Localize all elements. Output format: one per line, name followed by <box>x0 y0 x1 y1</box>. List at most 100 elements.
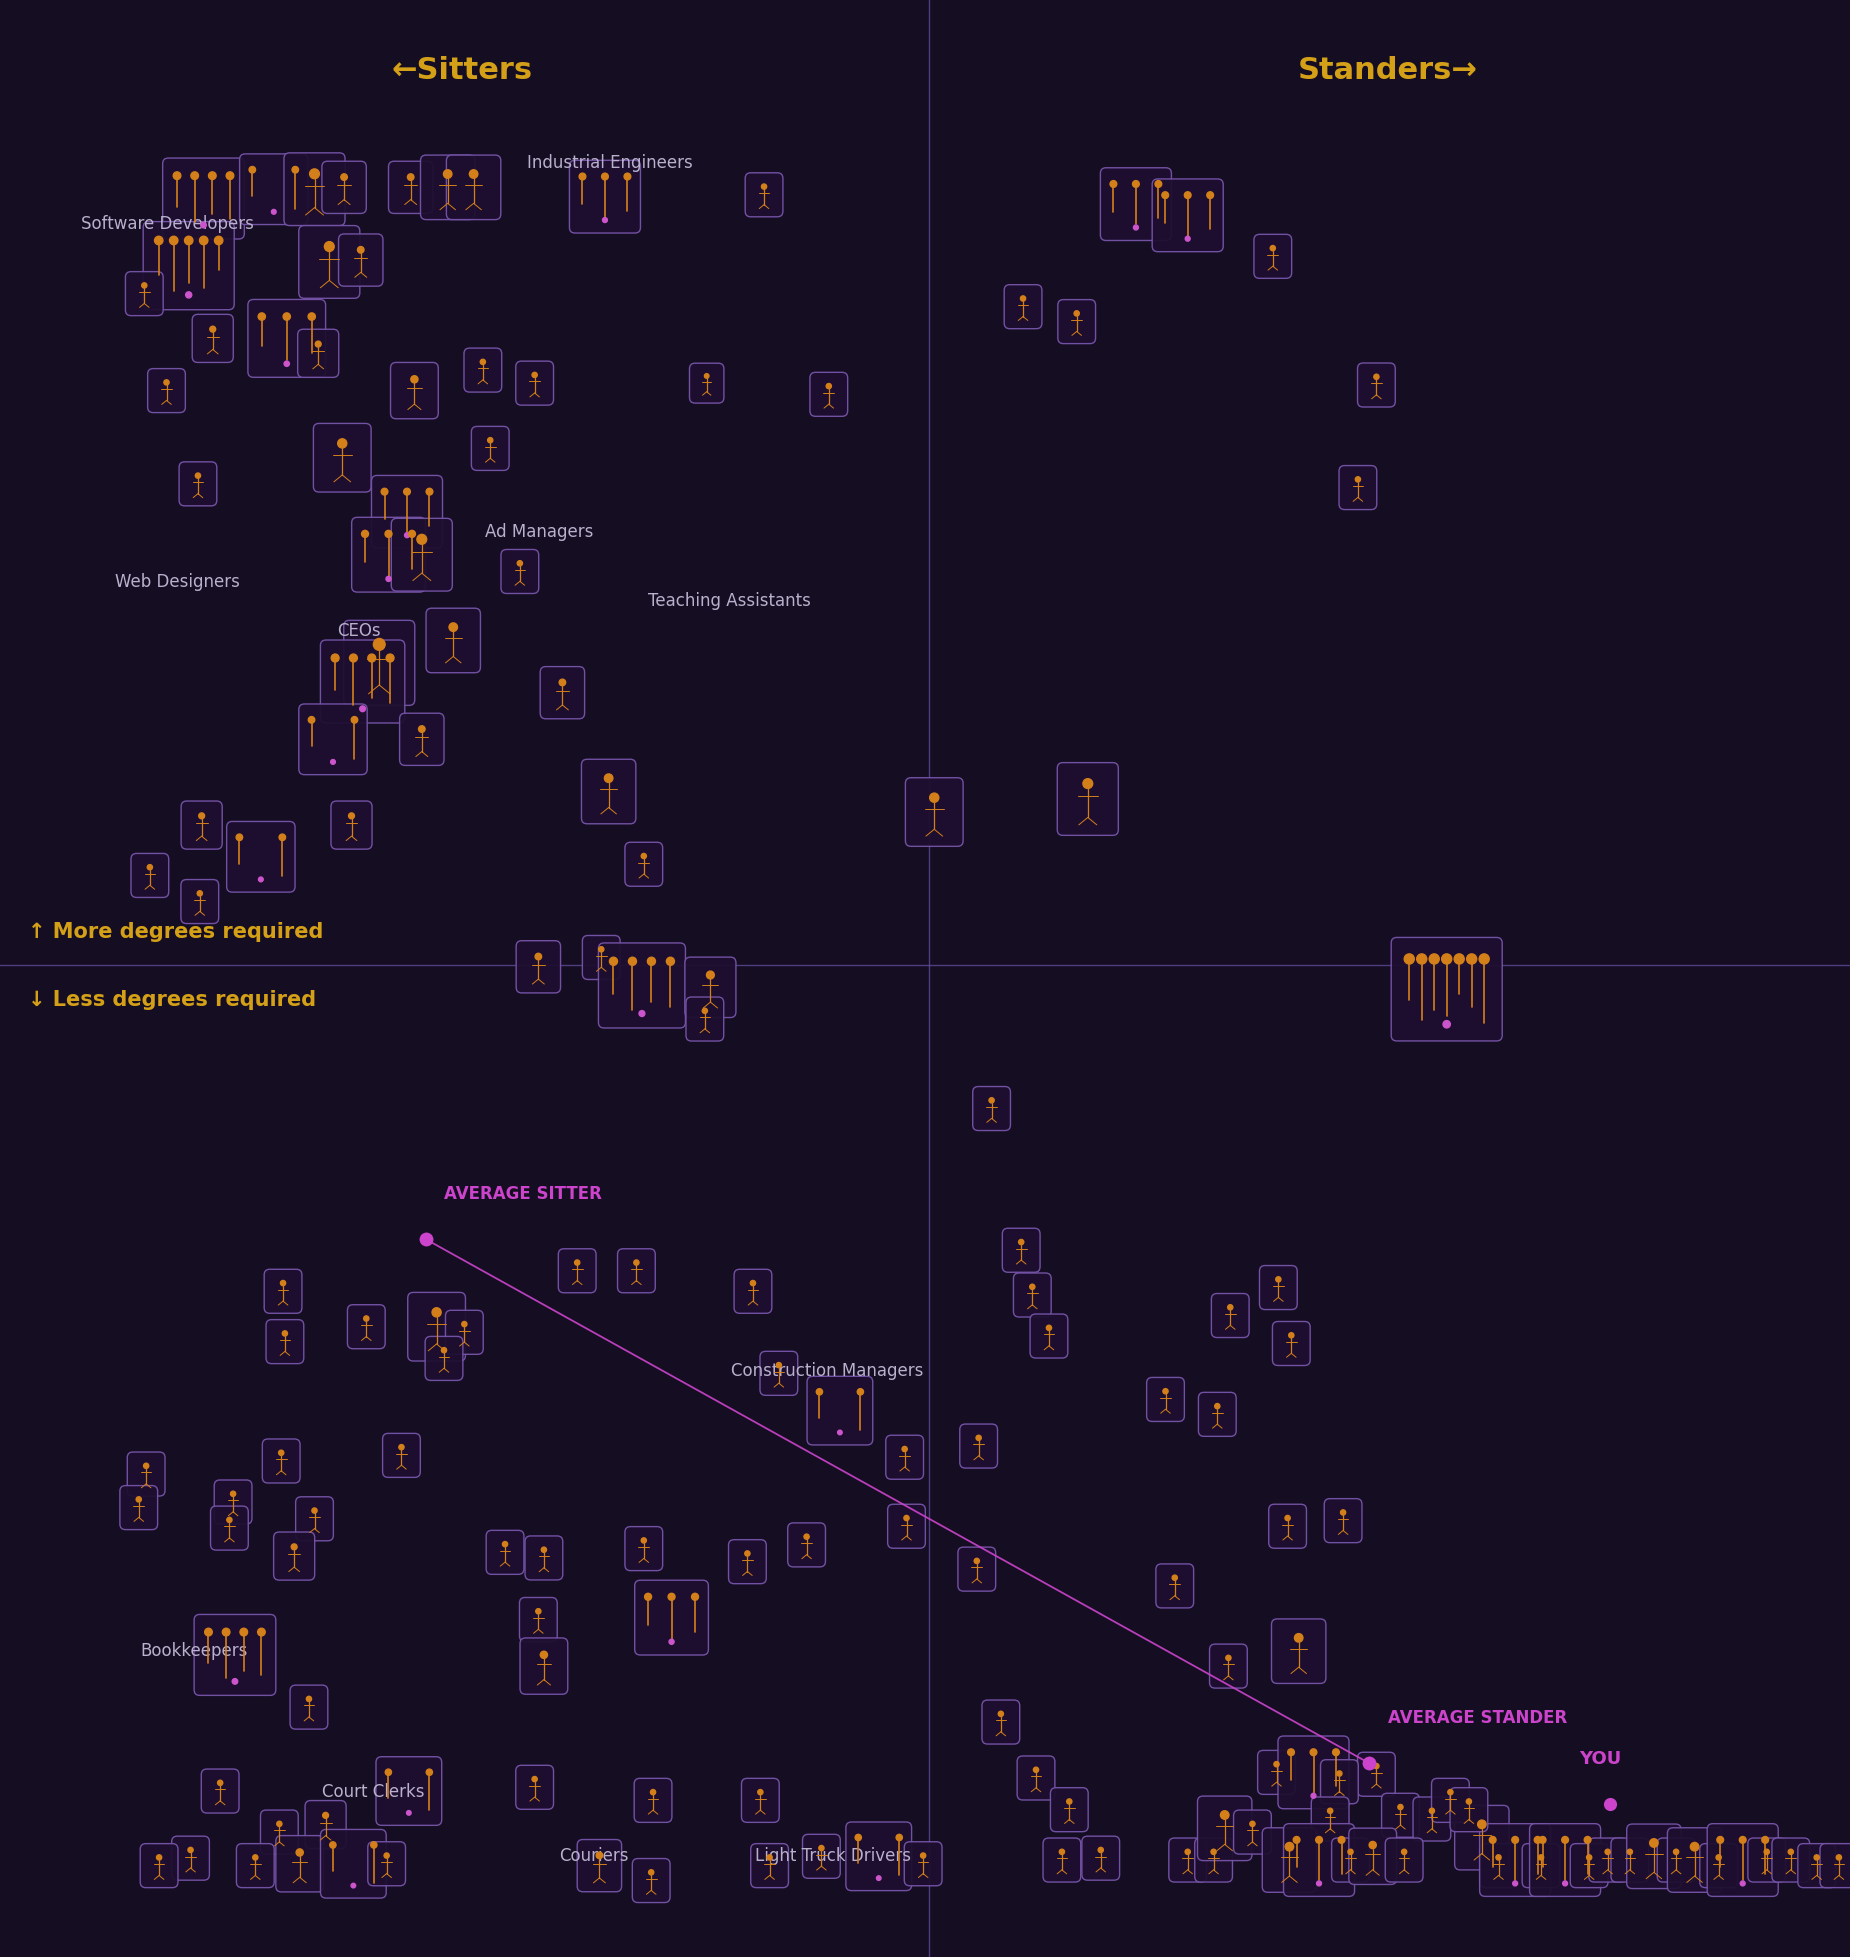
FancyBboxPatch shape <box>690 364 723 403</box>
Circle shape <box>1186 237 1190 243</box>
FancyBboxPatch shape <box>211 1507 248 1550</box>
Circle shape <box>1628 1849 1632 1855</box>
Circle shape <box>1060 1849 1064 1855</box>
Circle shape <box>1584 1836 1591 1843</box>
FancyBboxPatch shape <box>163 159 244 241</box>
Circle shape <box>309 170 320 180</box>
FancyBboxPatch shape <box>686 998 723 1041</box>
Circle shape <box>148 865 152 871</box>
FancyBboxPatch shape <box>1195 1838 1232 1883</box>
Circle shape <box>374 640 385 652</box>
FancyBboxPatch shape <box>215 1479 252 1525</box>
FancyBboxPatch shape <box>888 1505 925 1548</box>
FancyBboxPatch shape <box>487 1530 524 1575</box>
FancyBboxPatch shape <box>1382 1793 1419 1838</box>
Circle shape <box>259 313 265 321</box>
Circle shape <box>205 1628 213 1636</box>
Circle shape <box>518 562 522 568</box>
FancyBboxPatch shape <box>1611 1838 1648 1883</box>
Circle shape <box>905 1515 908 1521</box>
FancyBboxPatch shape <box>1450 1789 1487 1832</box>
Circle shape <box>668 1593 675 1601</box>
Circle shape <box>703 1008 707 1014</box>
Text: Web Designers: Web Designers <box>115 573 240 591</box>
FancyBboxPatch shape <box>1332 1838 1369 1883</box>
Circle shape <box>228 1517 231 1523</box>
Circle shape <box>540 1652 548 1660</box>
Circle shape <box>762 184 766 190</box>
Circle shape <box>1467 1798 1471 1804</box>
Circle shape <box>405 534 409 538</box>
Circle shape <box>638 1012 646 1018</box>
FancyBboxPatch shape <box>886 1436 923 1479</box>
Circle shape <box>1162 192 1169 200</box>
Circle shape <box>1286 1842 1293 1851</box>
FancyBboxPatch shape <box>285 155 346 227</box>
Text: YOU: YOU <box>1580 1750 1621 1767</box>
FancyBboxPatch shape <box>516 362 553 405</box>
FancyBboxPatch shape <box>905 1842 942 1887</box>
Circle shape <box>1561 1836 1569 1843</box>
Circle shape <box>670 1640 673 1644</box>
FancyBboxPatch shape <box>296 1497 333 1540</box>
Circle shape <box>209 327 216 333</box>
Text: Bookkeepers: Bookkeepers <box>141 1640 248 1660</box>
FancyBboxPatch shape <box>973 1086 1010 1131</box>
Circle shape <box>642 853 646 859</box>
Circle shape <box>237 834 242 842</box>
Circle shape <box>533 1777 536 1781</box>
FancyBboxPatch shape <box>520 1638 568 1695</box>
FancyBboxPatch shape <box>372 476 442 548</box>
FancyBboxPatch shape <box>958 1548 995 1591</box>
Circle shape <box>283 1331 287 1337</box>
FancyBboxPatch shape <box>181 881 218 924</box>
FancyBboxPatch shape <box>265 1270 302 1313</box>
Circle shape <box>559 679 566 687</box>
Circle shape <box>144 1464 148 1468</box>
FancyBboxPatch shape <box>1101 168 1171 241</box>
Circle shape <box>1075 311 1079 317</box>
FancyBboxPatch shape <box>276 1836 324 1892</box>
Circle shape <box>609 957 618 967</box>
FancyBboxPatch shape <box>734 1270 771 1313</box>
FancyBboxPatch shape <box>331 802 372 849</box>
Circle shape <box>1417 955 1426 965</box>
Circle shape <box>309 313 315 321</box>
Circle shape <box>1404 955 1413 965</box>
Circle shape <box>1399 1804 1402 1810</box>
Circle shape <box>1288 1750 1295 1755</box>
FancyBboxPatch shape <box>684 957 736 1018</box>
FancyBboxPatch shape <box>1321 1759 1358 1804</box>
Circle shape <box>1587 1855 1591 1859</box>
Circle shape <box>292 168 298 174</box>
Circle shape <box>340 174 348 182</box>
Text: ↓ Less degrees required: ↓ Less degrees required <box>28 988 316 1010</box>
Circle shape <box>1563 1881 1567 1887</box>
FancyBboxPatch shape <box>261 1810 298 1853</box>
Circle shape <box>361 530 368 538</box>
Circle shape <box>1467 955 1476 965</box>
Circle shape <box>307 1697 311 1703</box>
FancyBboxPatch shape <box>1271 1618 1326 1683</box>
Circle shape <box>1228 1305 1232 1311</box>
FancyBboxPatch shape <box>1820 1843 1850 1889</box>
Circle shape <box>1276 1278 1280 1282</box>
Text: Court Clerks: Court Clerks <box>322 1783 424 1800</box>
Circle shape <box>352 716 357 724</box>
FancyBboxPatch shape <box>1273 1321 1310 1366</box>
Circle shape <box>309 716 315 724</box>
Circle shape <box>855 1834 862 1842</box>
FancyBboxPatch shape <box>982 1701 1019 1744</box>
Circle shape <box>895 1834 903 1842</box>
Circle shape <box>758 1789 762 1795</box>
Text: AVERAGE STANDER: AVERAGE STANDER <box>1388 1708 1567 1726</box>
Circle shape <box>751 1280 755 1286</box>
Circle shape <box>1489 1836 1497 1843</box>
FancyBboxPatch shape <box>1278 1736 1349 1808</box>
Text: Construction Managers: Construction Managers <box>731 1362 923 1380</box>
Circle shape <box>649 1869 653 1875</box>
FancyBboxPatch shape <box>583 935 620 980</box>
Circle shape <box>651 1789 655 1795</box>
Text: CEOs: CEOs <box>337 620 381 640</box>
Circle shape <box>1765 1849 1769 1855</box>
